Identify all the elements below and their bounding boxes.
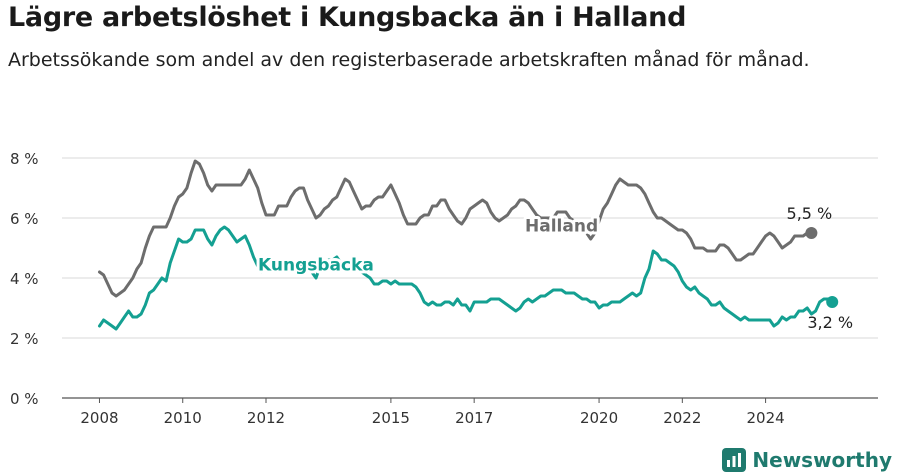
x-tick-label: 2012 [247, 409, 285, 427]
series-endpoint-halland [805, 227, 818, 239]
y-tick-label: 8 % [10, 150, 39, 168]
y-tick-label: 0 % [10, 390, 39, 408]
x-tick-label: 2022 [663, 409, 701, 427]
x-tick-label: 2015 [372, 409, 410, 427]
series-line-halland [98, 159, 813, 298]
chart-subtitle: Arbetssökande som andel av den registerb… [8, 49, 810, 71]
bar-chart-icon [722, 448, 747, 472]
x-tick-label: 2008 [80, 409, 118, 427]
brand-name: Newsworthy [752, 448, 892, 472]
end-value-label: 5,5 % [787, 204, 833, 223]
y-tick-label: 2 % [10, 330, 39, 348]
y-tick-label: 6 % [10, 210, 39, 228]
series-line-kungsbacka [98, 225, 834, 331]
chart-title: Lägre arbetslöshet i Kungsbacka än i Hal… [8, 2, 687, 33]
x-tick-label: 2024 [746, 409, 784, 427]
series-label-halland: Halland [525, 217, 598, 237]
y-tick-label: 4 % [10, 270, 39, 288]
series-endpoint-kungsbacka [826, 296, 839, 308]
x-tick-label: 2020 [580, 409, 618, 427]
x-tick-label: 2010 [164, 409, 202, 427]
series-label-kungsbacka: Kungsbacka [258, 256, 374, 276]
x-tick-label: 2017 [455, 409, 493, 427]
brand-logo: Newsworthy [722, 448, 892, 472]
end-value-label: 3,2 % [807, 313, 853, 332]
